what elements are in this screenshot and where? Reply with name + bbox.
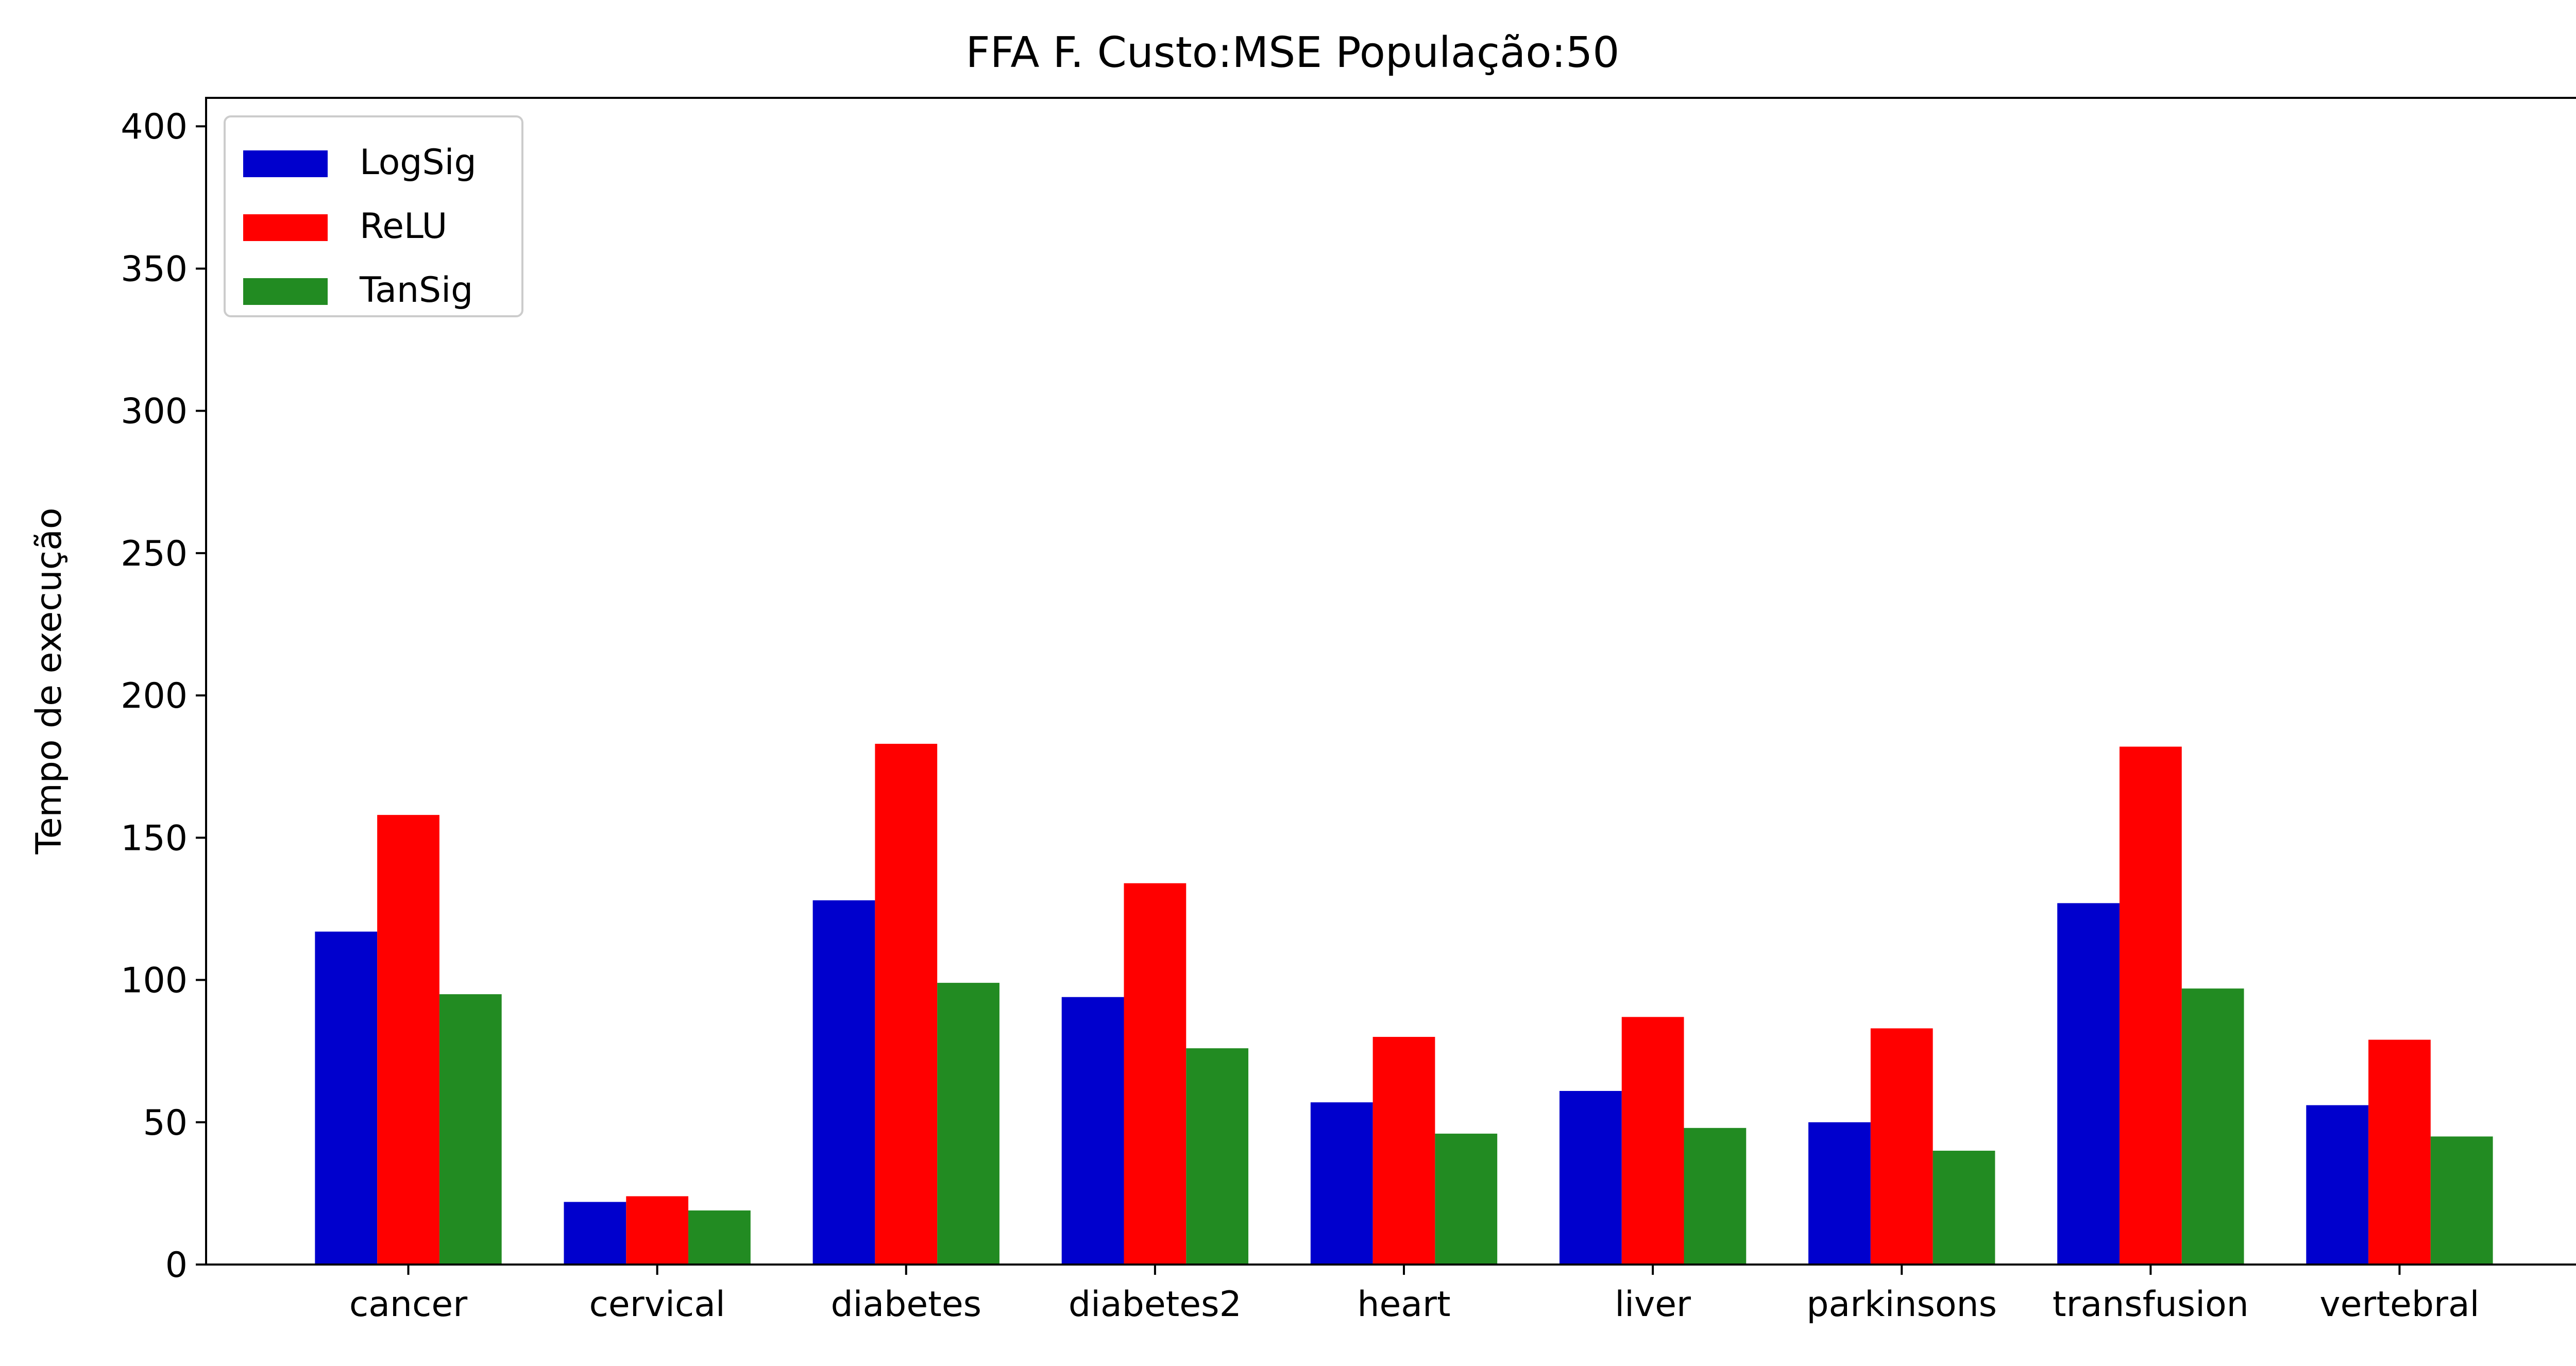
- bar-relu-parkinsons: [1870, 1028, 1933, 1265]
- bar-logsig-heart: [1310, 1102, 1373, 1265]
- bar-relu-cervical: [626, 1196, 689, 1265]
- bar-tansig-diabetes: [937, 983, 999, 1265]
- y-tick-label: 100: [121, 961, 188, 1001]
- bar-logsig-liver: [1559, 1091, 1622, 1265]
- y-tick-label: 250: [121, 534, 188, 574]
- bar-relu-transfusion: [2119, 746, 2182, 1265]
- bar-relu-vertebral: [2368, 1039, 2431, 1265]
- bar-tansig-liver: [1684, 1128, 1747, 1265]
- bar-logsig-cervical: [564, 1202, 626, 1265]
- bar-relu-liver: [1621, 1017, 1684, 1265]
- chart-title: FFA F. Custo:MSE População:50: [966, 28, 1620, 77]
- bar-relu-diabetes2: [1124, 883, 1187, 1265]
- bar-logsig-transfusion: [2057, 903, 2120, 1265]
- bar-tansig-transfusion: [2181, 988, 2244, 1265]
- bar-logsig-diabetes: [812, 900, 875, 1265]
- x-tick-label-heart: heart: [1357, 1284, 1450, 1325]
- y-axis-label: Tempo de execução: [29, 508, 70, 855]
- legend-label-tansig: TanSig: [359, 270, 473, 311]
- x-tick-label-transfusion: transfusion: [2053, 1284, 2249, 1325]
- y-tick-label: 150: [121, 818, 188, 859]
- legend-swatch-relu: [243, 214, 328, 241]
- x-tick-label-cervical: cervical: [589, 1284, 725, 1325]
- bar-tansig-diabetes2: [1186, 1048, 1249, 1265]
- x-tick-label-liver: liver: [1615, 1284, 1691, 1325]
- bar-tansig-parkinsons: [1933, 1151, 1995, 1265]
- bar-logsig-cancer: [315, 931, 378, 1265]
- bar-relu-cancer: [377, 815, 439, 1265]
- bar-relu-diabetes: [875, 744, 938, 1265]
- x-tick-label-parkinsons: parkinsons: [1806, 1284, 1997, 1325]
- x-tick-label-cancer: cancer: [349, 1284, 467, 1325]
- legend: LogSig ReLU TanSig: [224, 115, 523, 317]
- legend-label-logsig: LogSig: [360, 142, 477, 183]
- y-tick-label: 50: [143, 1103, 188, 1143]
- x-tick-label-diabetes: diabetes: [831, 1284, 981, 1325]
- bar-relu-heart: [1372, 1037, 1435, 1265]
- y-tick-label: 350: [121, 249, 188, 289]
- x-axis: cancer cervical diabetes diabetes2 heart live…: [349, 1265, 2480, 1325]
- legend-label-relu: ReLU: [360, 206, 447, 247]
- y-axis: 0 50 100 150 200 250 300 350 400: [121, 107, 206, 1286]
- x-tick-label-vertebral: vertebral: [2319, 1284, 2479, 1325]
- y-tick-label: 0: [165, 1245, 188, 1286]
- bar-tansig-heart: [1435, 1133, 1498, 1265]
- legend-swatch-logsig: [243, 150, 328, 177]
- y-tick-label: 200: [121, 676, 188, 716]
- bar-logsig-diabetes2: [1061, 997, 1124, 1265]
- legend-swatch-tansig: [243, 278, 328, 305]
- bars-layer: [315, 744, 2493, 1265]
- x-tick-label-diabetes2: diabetes2: [1069, 1284, 1242, 1325]
- bar-tansig-cancer: [439, 994, 502, 1265]
- bar-tansig-vertebral: [2430, 1136, 2493, 1265]
- y-tick-label: 300: [121, 391, 188, 432]
- y-tick-label: 400: [121, 107, 188, 147]
- bar-tansig-cervical: [688, 1210, 751, 1265]
- bar-logsig-vertebral: [2306, 1105, 2369, 1265]
- bar-logsig-parkinsons: [1808, 1122, 1871, 1265]
